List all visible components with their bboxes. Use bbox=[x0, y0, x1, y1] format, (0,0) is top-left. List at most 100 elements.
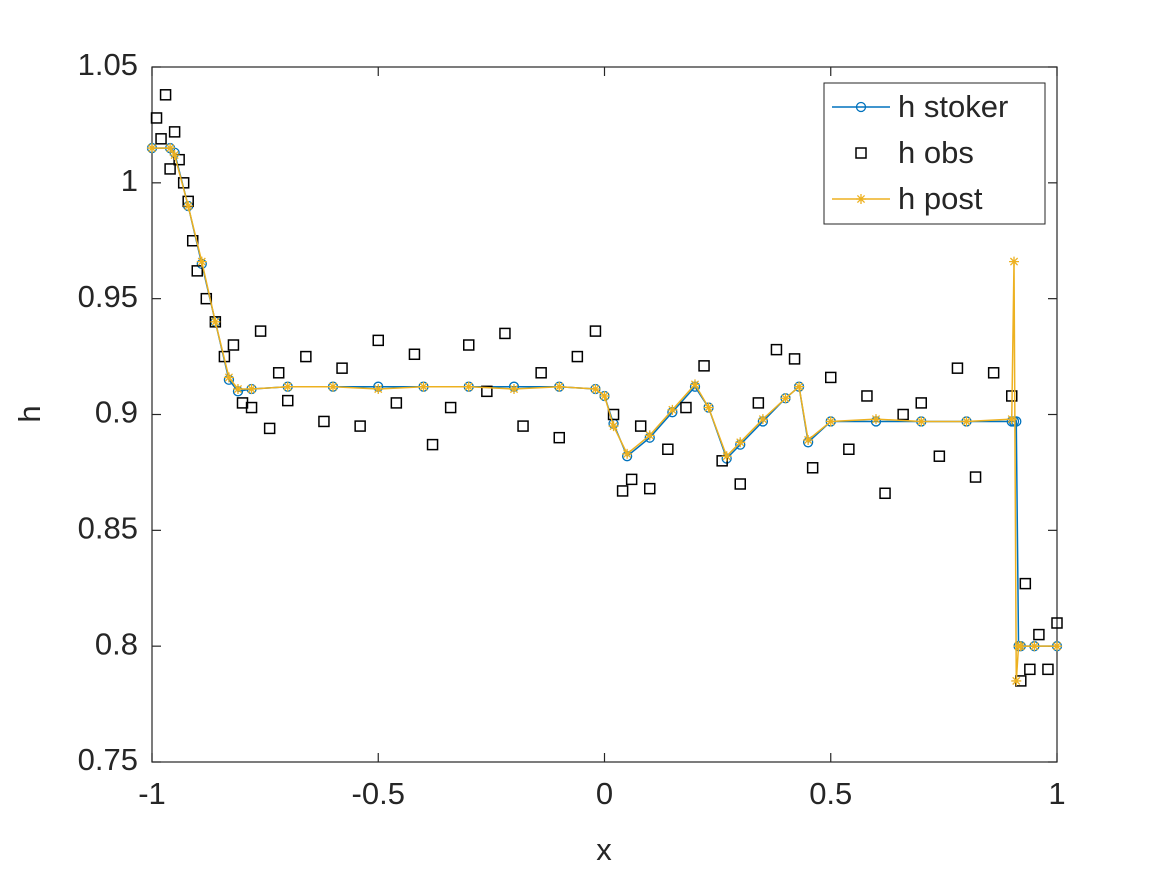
x-tick-label: 0.5 bbox=[809, 776, 852, 811]
marker bbox=[444, 401, 457, 414]
marker bbox=[155, 133, 167, 145]
series-1 bbox=[150, 89, 1063, 687]
marker bbox=[607, 408, 620, 421]
marker bbox=[961, 416, 972, 427]
marker bbox=[825, 371, 837, 384]
marker bbox=[535, 367, 547, 379]
marker bbox=[554, 381, 565, 392]
marker bbox=[916, 416, 927, 427]
marker bbox=[463, 339, 475, 351]
legend-marker bbox=[856, 194, 866, 204]
legend-marker bbox=[855, 147, 867, 159]
marker bbox=[571, 350, 584, 363]
marker bbox=[517, 420, 529, 432]
y-tick-label: 1 bbox=[121, 163, 138, 198]
marker bbox=[590, 384, 601, 395]
marker bbox=[1042, 663, 1054, 676]
y-tick-label: 0.8 bbox=[95, 626, 138, 661]
marker bbox=[616, 485, 629, 497]
marker bbox=[300, 350, 312, 363]
marker bbox=[690, 379, 700, 390]
marker bbox=[150, 112, 163, 124]
marker bbox=[1029, 641, 1040, 652]
marker bbox=[757, 414, 768, 425]
y-tick-label: 0.95 bbox=[78, 279, 138, 314]
marker bbox=[871, 414, 881, 425]
marker bbox=[752, 397, 765, 409]
x-tick-label: 0 bbox=[596, 776, 613, 811]
marker bbox=[196, 256, 207, 267]
marker bbox=[780, 393, 791, 404]
marker bbox=[463, 381, 474, 392]
marker bbox=[933, 450, 946, 462]
marker bbox=[328, 381, 338, 392]
marker bbox=[232, 384, 243, 395]
marker bbox=[897, 408, 909, 421]
marker bbox=[806, 462, 819, 474]
marker bbox=[680, 401, 692, 414]
marker bbox=[969, 471, 982, 483]
marker bbox=[499, 327, 511, 340]
marker bbox=[165, 143, 176, 154]
marker bbox=[147, 143, 157, 154]
marker bbox=[735, 437, 746, 448]
marker bbox=[159, 89, 172, 101]
marker bbox=[245, 401, 258, 414]
legend-marker bbox=[855, 101, 867, 113]
marker bbox=[1033, 628, 1045, 641]
marker bbox=[164, 163, 176, 175]
marker bbox=[770, 343, 783, 356]
marker bbox=[210, 316, 221, 327]
marker bbox=[644, 482, 656, 495]
marker bbox=[200, 292, 213, 305]
x-tick-label: 1 bbox=[1048, 776, 1065, 811]
marker bbox=[227, 339, 240, 351]
marker bbox=[625, 473, 638, 486]
marker bbox=[608, 421, 619, 432]
y-tick-label: 0.9 bbox=[95, 395, 138, 430]
marker bbox=[734, 478, 746, 490]
marker bbox=[589, 325, 602, 337]
marker bbox=[825, 416, 836, 427]
marker bbox=[354, 420, 366, 432]
marker bbox=[246, 384, 257, 395]
marker bbox=[1024, 663, 1036, 676]
marker bbox=[390, 397, 403, 409]
marker bbox=[634, 420, 647, 432]
marker bbox=[481, 385, 493, 398]
marker bbox=[183, 201, 194, 211]
legend-label: h stoker bbox=[898, 89, 1008, 124]
legend-label: h post bbox=[898, 181, 983, 216]
series-2 bbox=[147, 143, 1062, 686]
marker bbox=[915, 397, 927, 409]
marker bbox=[426, 438, 439, 451]
marker bbox=[1011, 675, 1022, 686]
marker bbox=[168, 126, 181, 138]
marker bbox=[1015, 641, 1026, 652]
marker bbox=[318, 415, 330, 428]
marker bbox=[1051, 617, 1063, 629]
marker bbox=[843, 443, 855, 455]
marker bbox=[1006, 414, 1017, 425]
marker bbox=[861, 390, 873, 402]
marker bbox=[418, 381, 429, 392]
y-axis-label: h bbox=[12, 405, 47, 422]
marker bbox=[667, 404, 678, 415]
marker bbox=[698, 360, 710, 372]
marker bbox=[622, 448, 633, 459]
marker bbox=[191, 265, 203, 277]
marker bbox=[553, 431, 565, 444]
marker bbox=[951, 362, 964, 374]
marker bbox=[408, 348, 421, 361]
marker bbox=[282, 394, 294, 407]
marker bbox=[1019, 577, 1032, 590]
marker bbox=[372, 334, 384, 347]
marker bbox=[186, 235, 199, 247]
marker bbox=[282, 381, 293, 392]
legend-label: h obs bbox=[898, 135, 974, 170]
marker bbox=[223, 372, 234, 383]
marker bbox=[272, 367, 285, 379]
marker bbox=[703, 402, 714, 413]
marker bbox=[263, 422, 276, 435]
